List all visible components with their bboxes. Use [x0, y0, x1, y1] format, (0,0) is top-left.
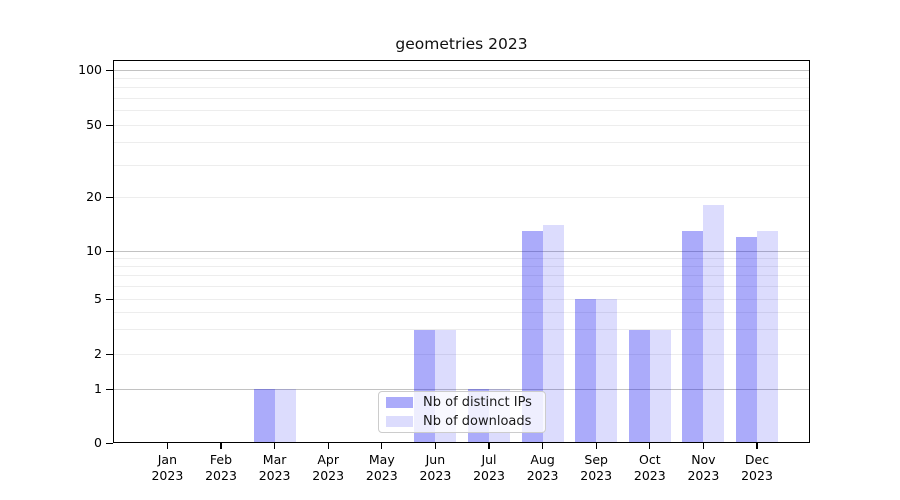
minor-gridline	[114, 124, 809, 126]
bar-downloads	[596, 299, 618, 443]
legend-swatch-downloads	[386, 416, 413, 427]
minor-gridline	[114, 110, 809, 112]
x-tick-label: Jul 2023	[473, 452, 505, 483]
minor-gridline	[114, 77, 809, 79]
legend-row-distinct-ips: Nb of distinct IPs	[379, 393, 545, 411]
x-tick-mark	[595, 443, 597, 449]
bar-distinct-ips	[628, 329, 650, 443]
x-tick-label: Mar 2023	[258, 452, 291, 483]
x-tick-label: Jun 2023	[419, 452, 452, 483]
minor-gridline	[114, 275, 809, 277]
bar-distinct-ips	[253, 389, 275, 443]
y-tick-label: 0	[94, 435, 102, 450]
x-tick-mark	[220, 443, 222, 449]
chart-title: geometries 2023	[395, 35, 528, 53]
x-tick-mark	[381, 443, 383, 449]
x-tick-label: Oct 2023	[633, 452, 666, 483]
minor-gridline	[114, 298, 809, 300]
minor-gridline	[114, 142, 809, 144]
x-tick-mark	[434, 443, 436, 449]
bar-distinct-ips	[682, 230, 704, 443]
x-tick-label: Aug 2023	[526, 452, 559, 483]
y-tick-label: 50	[86, 117, 102, 132]
minor-gridline	[114, 329, 809, 331]
bar-downloads	[703, 205, 725, 443]
x-tick-label: Jan 2023	[151, 452, 184, 483]
x-tick-label: May 2023	[365, 452, 398, 483]
y-tick-mark	[106, 196, 113, 198]
minor-gridline	[114, 353, 809, 355]
minor-gridline	[114, 311, 809, 313]
x-tick-label: Dec 2023	[741, 452, 773, 483]
y-tick-label: 2	[94, 346, 102, 361]
minor-gridline	[114, 257, 809, 259]
bar-downloads	[542, 224, 564, 443]
x-tick-mark	[649, 443, 651, 449]
legend-row-downloads: Nb of downloads	[379, 413, 545, 431]
legend-swatch-distinct-ips	[386, 397, 413, 408]
minor-gridline	[114, 87, 809, 89]
x-tick-mark	[166, 443, 168, 449]
y-tick-mark	[106, 69, 113, 71]
x-tick-label: Apr 2023	[312, 452, 345, 483]
y-tick-label: 5	[94, 291, 102, 306]
y-tick-label: 100	[78, 62, 102, 77]
y-tick-mark	[106, 388, 113, 390]
minor-gridline	[114, 196, 809, 198]
x-tick-mark	[488, 443, 490, 449]
y-tick-mark	[106, 353, 113, 355]
minor-gridline	[114, 265, 809, 267]
x-tick-label: Sep 2023	[580, 452, 613, 483]
x-tick-mark	[702, 443, 704, 449]
y-tick-label: 1	[94, 381, 102, 396]
x-tick-label: Feb 2023	[205, 452, 237, 483]
bar-distinct-ips	[575, 299, 597, 443]
x-tick-mark	[327, 443, 329, 449]
bar-distinct-ips	[736, 236, 757, 443]
x-tick-mark	[542, 443, 544, 449]
y-tick-mark	[106, 298, 113, 300]
y-tick-label: 10	[86, 243, 102, 258]
x-tick-mark	[274, 443, 276, 449]
y-tick-mark	[106, 250, 113, 252]
minor-gridline	[114, 97, 809, 99]
x-tick-mark	[756, 443, 758, 449]
legend-label-distinct-ips: Nb of distinct IPs	[423, 394, 532, 410]
minor-gridline	[114, 285, 809, 287]
y-tick-mark	[106, 124, 113, 126]
major-gridline	[114, 69, 809, 71]
major-gridline	[114, 250, 809, 252]
minor-gridline	[114, 164, 809, 166]
bar-downloads	[274, 389, 296, 443]
bar-distinct-ips	[521, 230, 543, 443]
x-tick-label: Nov 2023	[687, 452, 720, 483]
y-tick-mark	[106, 442, 113, 444]
y-tick-label: 20	[86, 189, 102, 204]
major-gridline	[114, 388, 809, 390]
legend-label-downloads: Nb of downloads	[423, 414, 532, 430]
bar-downloads	[757, 230, 778, 443]
bar-downloads	[649, 329, 671, 443]
legend: Nb of distinct IPs Nb of downloads	[378, 391, 546, 433]
